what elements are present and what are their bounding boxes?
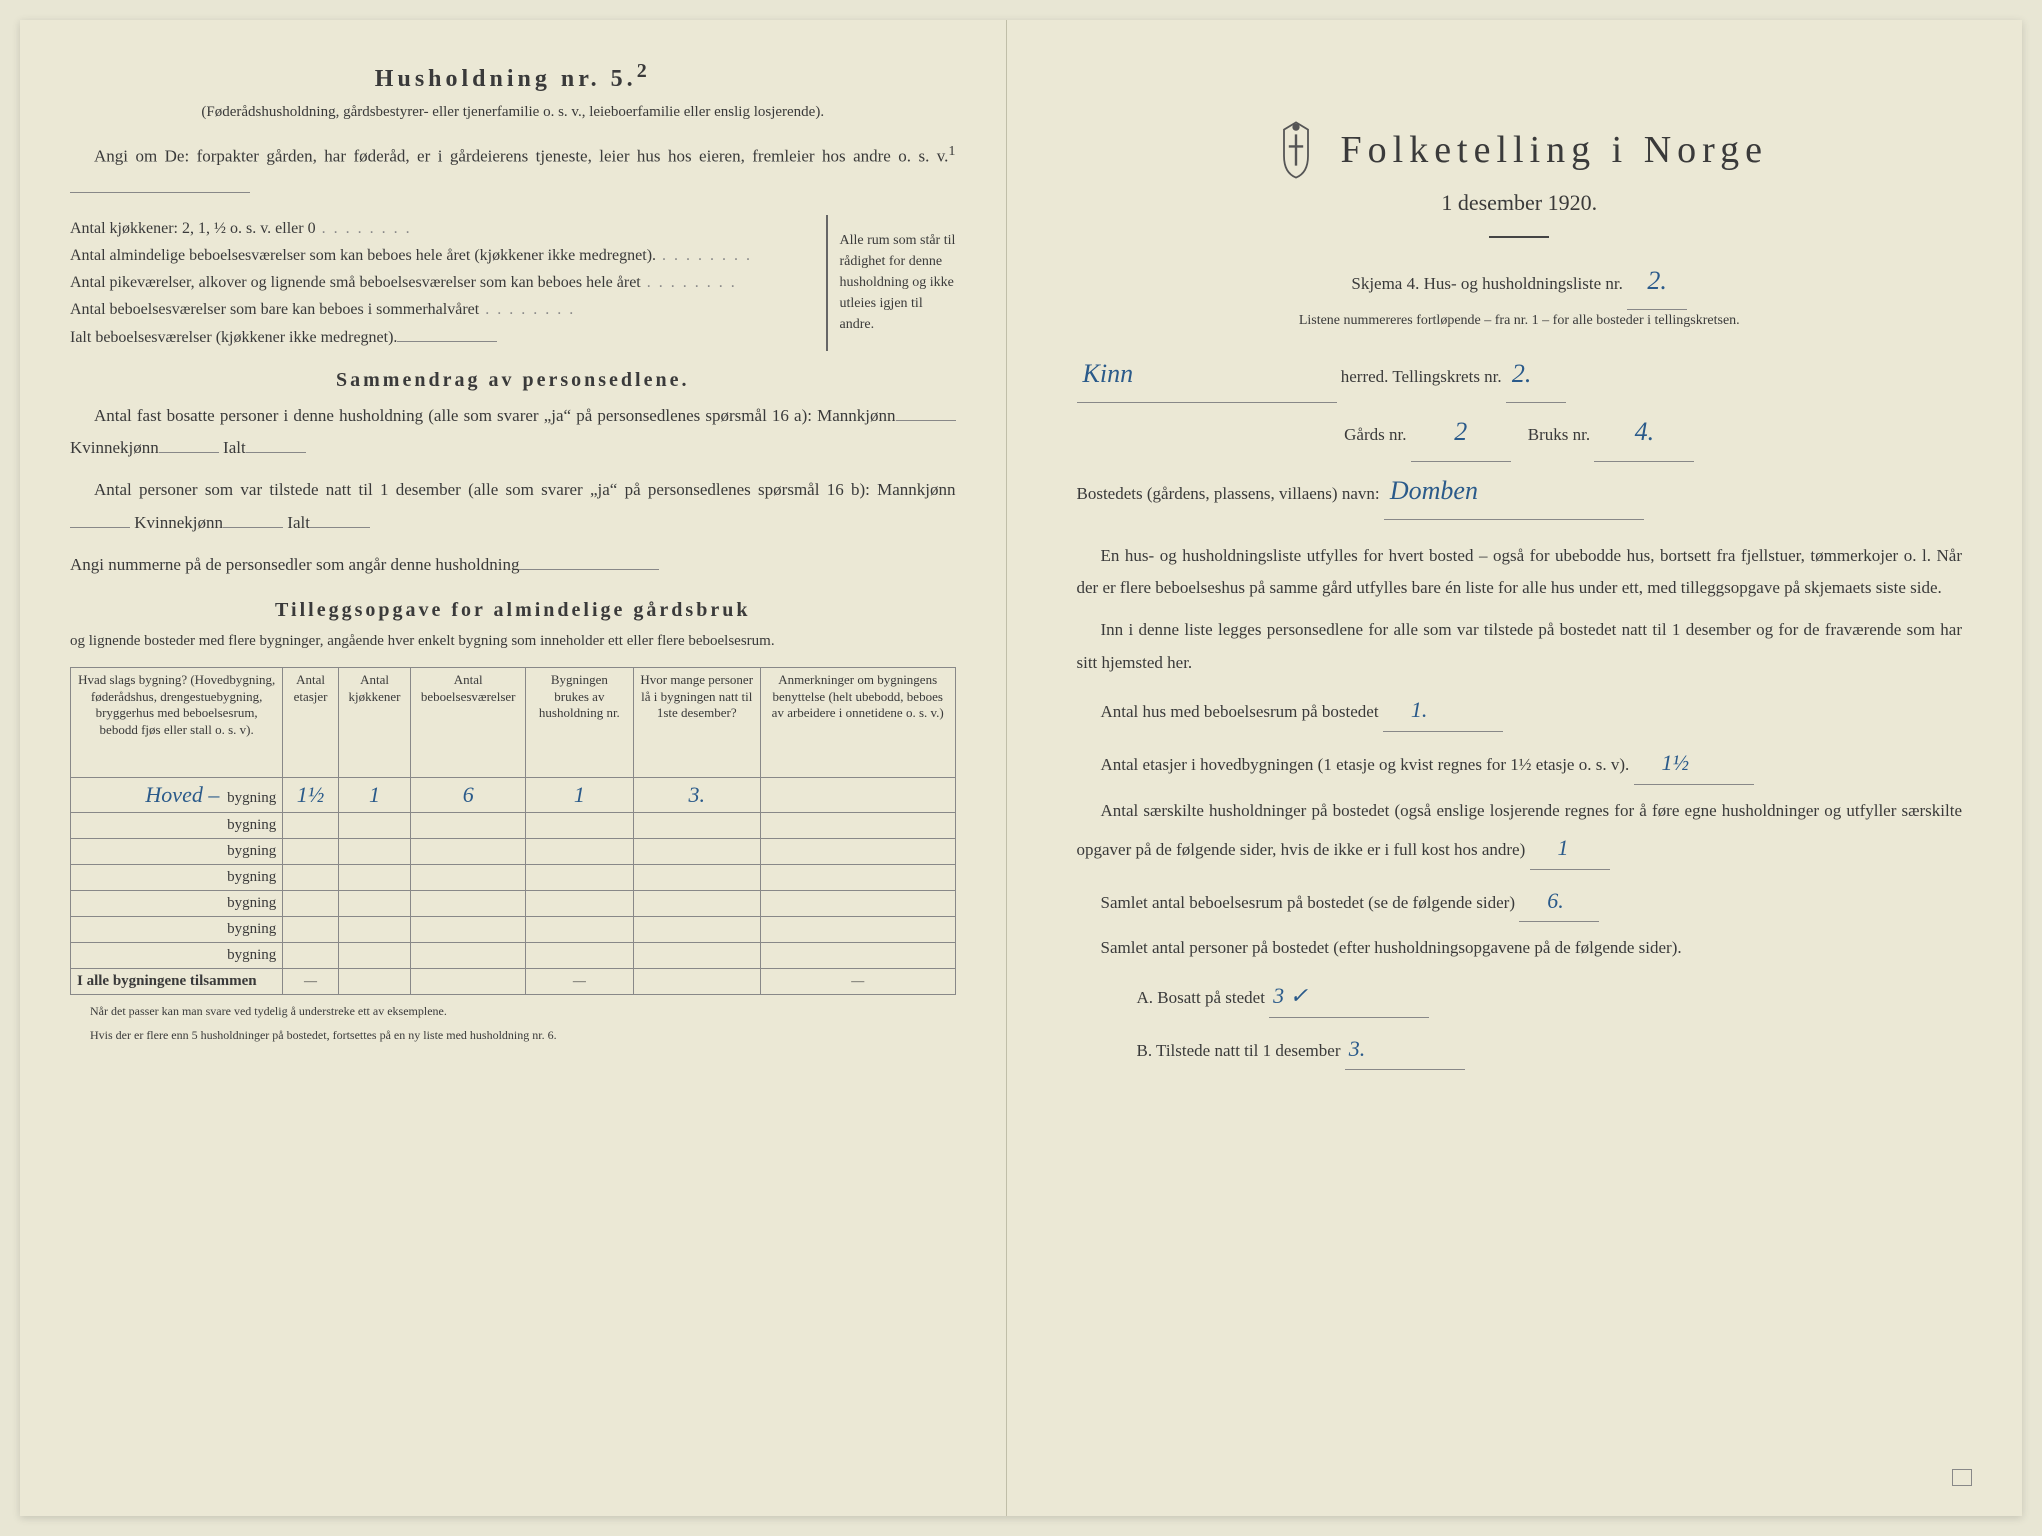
skjema-line: Skjema 4. Hus- og husholdningsliste nr. … bbox=[1077, 252, 1963, 310]
table-row: bygning bbox=[71, 890, 956, 916]
supplement-sub: og lignende bosteder med flere bygninger… bbox=[70, 630, 956, 653]
footnote-2: Hvis der er flere enn 5 husholdninger på… bbox=[70, 1027, 956, 1044]
footnote-1: Når det passer kan man svare ved tydelig… bbox=[70, 1003, 956, 1020]
rooms-1: Antal almindelige beboelsesværelser som … bbox=[70, 242, 826, 269]
body-1: En hus- og husholdningsliste utfylles fo… bbox=[1077, 540, 1963, 605]
printer-stamp bbox=[1952, 1469, 1973, 1486]
supplement-title: Tilleggsopgave for almindelige gårdsbruk bbox=[70, 599, 956, 622]
divider bbox=[1489, 236, 1549, 238]
table-row: bygning bbox=[71, 838, 956, 864]
table-row: bygning bbox=[71, 916, 956, 942]
bracket-note: Alle rum som står til rådighet for denne… bbox=[826, 215, 956, 351]
table-row: bygning bbox=[71, 942, 956, 968]
rooms-2: Antal pikeværelser, alkover og lignende … bbox=[70, 269, 826, 296]
gards-line: Gårds nr. 2 Bruks nr. 4. bbox=[1077, 403, 1963, 461]
col-kjokkener: Antal kjøkkener bbox=[338, 667, 410, 777]
rooms-3: Antal beboelsesværelser som bare kan beb… bbox=[70, 296, 826, 323]
summary-p3: Angi nummerne på de personsedler som ang… bbox=[70, 549, 956, 581]
table-row: Hoved – bygning 1½ 1 6 1 3. bbox=[71, 777, 956, 812]
main-title: Folketelling i Norge bbox=[1341, 128, 1769, 172]
household-5-title: Husholdning nr. 5.2 bbox=[70, 60, 956, 93]
crest-icon bbox=[1271, 120, 1321, 180]
census-date: 1 desember 1920. bbox=[1077, 190, 1963, 216]
household-5-intro: Angi om De: forpakter gården, har føderå… bbox=[70, 138, 956, 205]
rooms-total: Ialt beboelsesværelser (kjøkkener ikke m… bbox=[70, 324, 826, 351]
rooms-block: Antal kjøkkener: 2, 1, ½ o. s. v. eller … bbox=[70, 215, 956, 351]
col-etasjer: Antal etasjer bbox=[283, 667, 339, 777]
title-row: Folketelling i Norge bbox=[1077, 120, 1963, 180]
qB: B. Tilstede natt til 1 desember 3. bbox=[1077, 1028, 1963, 1071]
col-personer: Hvor mange personer lå i bygningen natt … bbox=[633, 667, 760, 777]
table-header-row: Hvad slags bygning? (Hovedbygning, føder… bbox=[71, 667, 956, 777]
summary-title: Sammendrag av personsedlene. bbox=[70, 369, 956, 392]
listene-note: Listene nummereres fortløpende – fra nr.… bbox=[1077, 310, 1963, 331]
kitchens-line: Antal kjøkkener: 2, 1, ½ o. s. v. eller … bbox=[70, 215, 826, 242]
body-2: Inn i denne liste legges personsedlene f… bbox=[1077, 614, 1963, 679]
right-page: Folketelling i Norge 1 desember 1920. Sk… bbox=[1007, 20, 2023, 1516]
q5: Samlet antal personer på bostedet (efter… bbox=[1077, 932, 1963, 964]
qA: A. Bosatt på stedet 3 ✓ bbox=[1077, 975, 1963, 1018]
q1: Antal hus med beboelsesrum på bostedet 1… bbox=[1077, 689, 1963, 732]
herred-line: Kinn herred. Tellingskrets nr. 2. bbox=[1077, 345, 1963, 403]
document-spread: Husholdning nr. 5.2 (Føderådshusholdning… bbox=[20, 20, 2022, 1516]
summary-p1: Antal fast bosatte personer i denne hush… bbox=[70, 400, 956, 465]
q2: Antal etasjer i hovedbygningen (1 etasje… bbox=[1077, 742, 1963, 785]
col-anmerkninger: Anmerkninger om bygningens benyttelse (h… bbox=[760, 667, 955, 777]
table-total-row: I alle bygningene tilsammen ——— bbox=[71, 968, 956, 994]
col-type: Hvad slags bygning? (Hovedbygning, føder… bbox=[71, 667, 283, 777]
summary-p2: Antal personer som var tilstede natt til… bbox=[70, 474, 956, 539]
bosted-line: Bostedets (gårdens, plassens, villaens) … bbox=[1077, 462, 1963, 520]
household-5-sub: (Føderådshusholdning, gårdsbestyrer- ell… bbox=[70, 101, 956, 124]
building-table: Hvad slags bygning? (Hovedbygning, føder… bbox=[70, 667, 956, 995]
table-row: bygning bbox=[71, 812, 956, 838]
table-row: bygning bbox=[71, 864, 956, 890]
q4: Samlet antal beboelsesrum på bostedet (s… bbox=[1077, 880, 1963, 923]
q3: Antal særskilte husholdninger på bostede… bbox=[1077, 795, 1963, 870]
col-husholdning: Bygningen brukes av husholdning nr. bbox=[526, 667, 633, 777]
left-page: Husholdning nr. 5.2 (Føderådshusholdning… bbox=[20, 20, 1007, 1516]
col-vaerelser: Antal beboelsesværelser bbox=[411, 667, 526, 777]
